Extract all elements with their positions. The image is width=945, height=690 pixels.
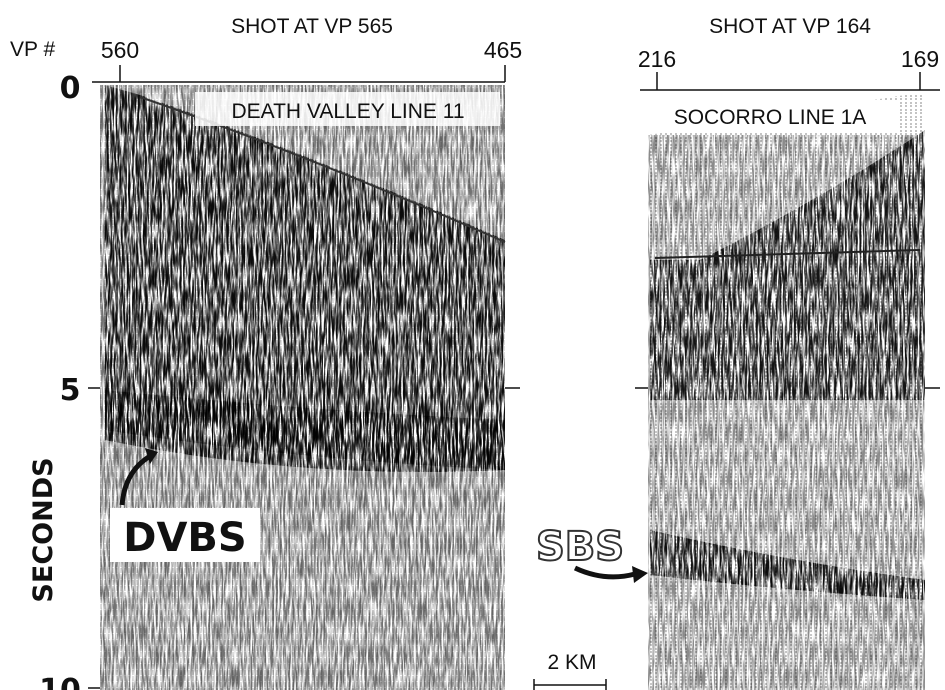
vp-end: 169 (901, 46, 939, 72)
time-tick: 10 (39, 673, 81, 690)
line-name: DEATH VALLEY LINE 11 (231, 100, 464, 123)
vp-end: 465 (484, 37, 522, 63)
scale-label: 2 KM (547, 651, 596, 674)
vp-label: VP # (10, 38, 55, 61)
time-tick: 0 (60, 71, 81, 106)
reflector-label: SBS (536, 524, 624, 570)
figure: SHOT AT VP 565 VP # 560 465 DEATH VALLEY… (0, 0, 945, 690)
axis-label: SECONDS (28, 457, 59, 602)
scale-bar (534, 679, 606, 690)
reflector-label: DVBS (123, 515, 246, 561)
vp-start: 560 (101, 37, 139, 63)
shot-label: SHOT AT VP 565 (231, 15, 393, 38)
death-valley-section (100, 85, 505, 690)
vp-start: 216 (638, 46, 676, 72)
line-name: SOCORRO LINE 1A (674, 106, 867, 129)
socorro-section (648, 95, 925, 690)
time-tick: 5 (60, 373, 81, 408)
shot-label: SHOT AT VP 164 (709, 15, 871, 38)
